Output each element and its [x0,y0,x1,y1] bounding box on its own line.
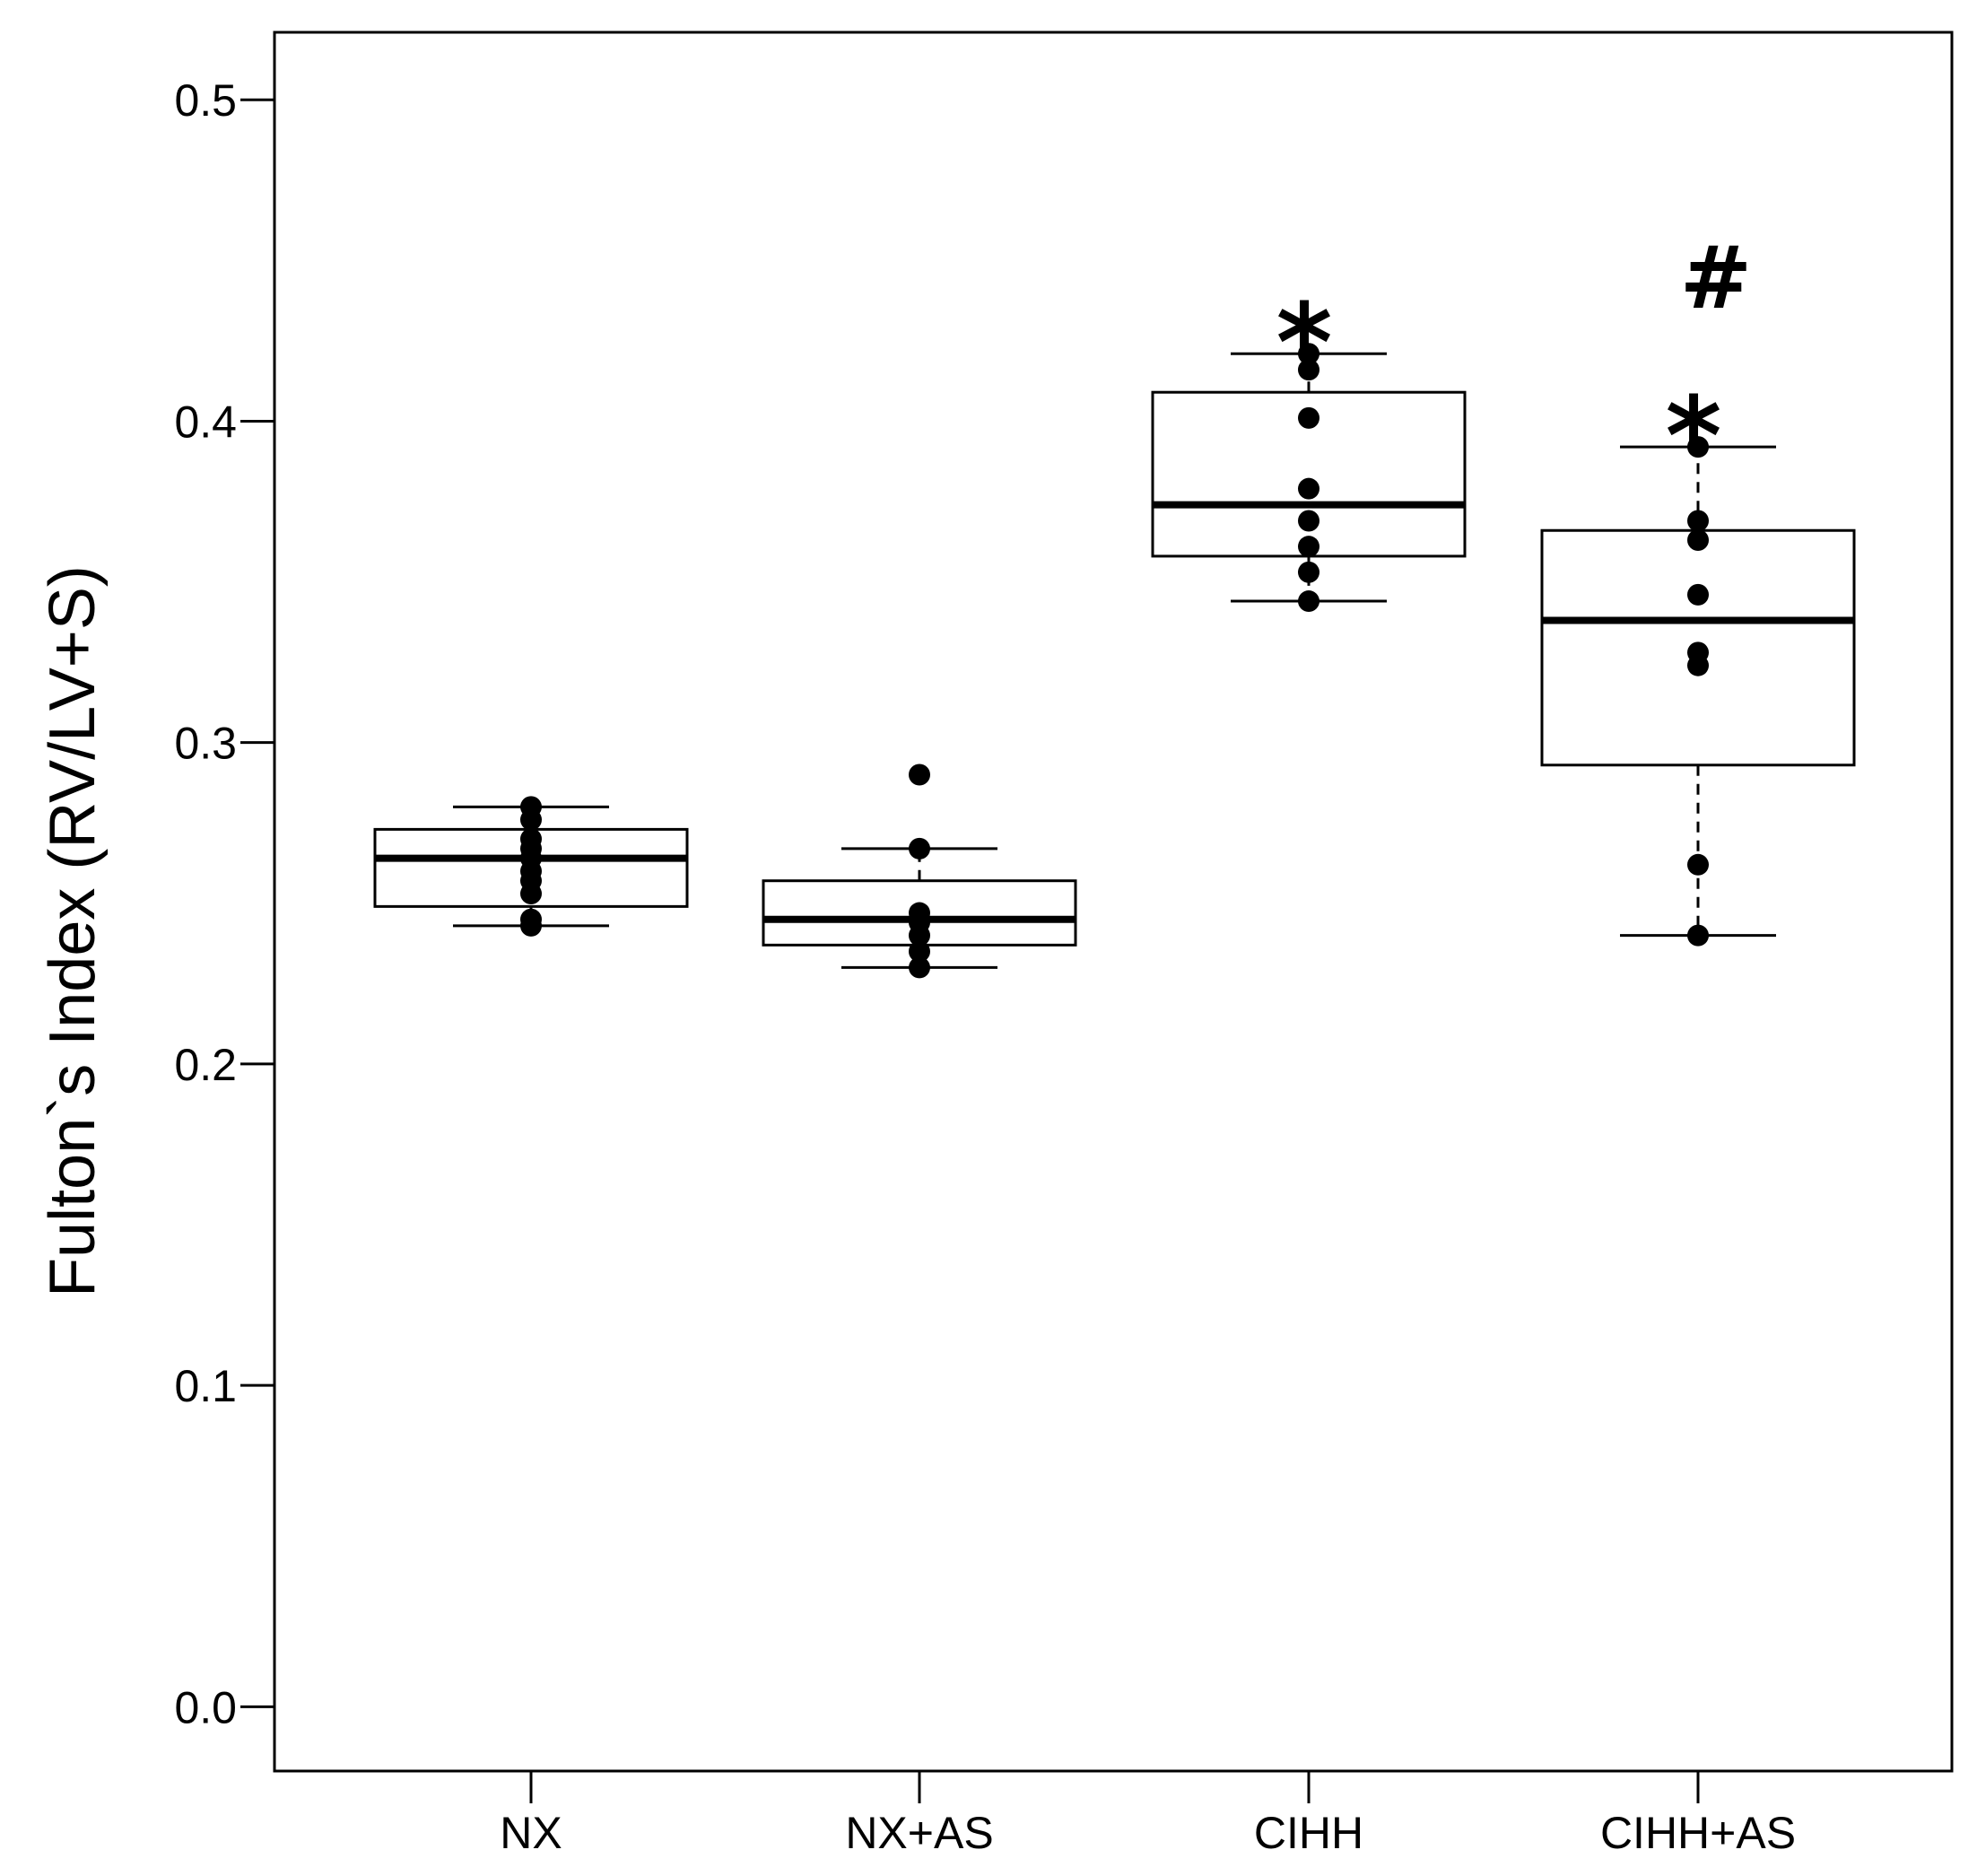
data-point [1687,510,1709,532]
data-point [909,940,930,963]
x-tick-label: NX+AS [845,1808,993,1858]
y-axis-label: Fulton`s Index (RV/LV+S) [37,565,109,1297]
data-point [909,763,930,786]
y-tick-label: 0.1 [174,1361,237,1411]
significance-asterisk: * [1276,282,1333,406]
x-tick-label: CIHH [1254,1808,1363,1858]
y-tick-label: 0.0 [174,1682,237,1732]
data-point [1298,510,1319,532]
plot-frame [273,31,1954,1773]
data-point [1687,436,1709,458]
significance-annotations: * * # [1276,228,1753,500]
y-tick-label: 0.4 [174,397,237,447]
data-point [1687,654,1709,676]
data-point [1687,924,1709,947]
box-groups [373,352,1856,969]
data-point [520,808,542,831]
data-point [1298,561,1319,583]
y-tick-label: 0.2 [174,1040,237,1090]
data-point [1298,343,1319,365]
significance-asterisk: * [1666,375,1722,500]
data-points [520,343,1709,979]
data-point [520,883,542,905]
data-point [520,914,542,937]
data-point [909,956,930,979]
data-point [1687,583,1709,606]
data-point [1298,590,1319,613]
y-tick-label: 0.5 [174,75,237,126]
data-point [1298,477,1319,500]
data-point [1298,359,1319,381]
data-point [909,924,930,947]
x-tick-label: NX [500,1808,562,1858]
y-tick-label: 0.3 [174,719,237,769]
y-axis: 0.0 0.1 0.2 0.3 0.4 0.5 [174,75,274,1732]
x-axis: NX NX+AS CIHH CIHH+AS [500,1771,1796,1858]
data-point [909,837,930,859]
data-point [1298,536,1319,558]
data-point [1687,528,1709,551]
data-point [1687,853,1709,876]
data-point [1298,406,1319,429]
significance-hash: # [1680,228,1752,328]
box-group-cihh-plus-as [1540,445,1856,938]
x-tick-label: CIHH+AS [1600,1808,1796,1858]
